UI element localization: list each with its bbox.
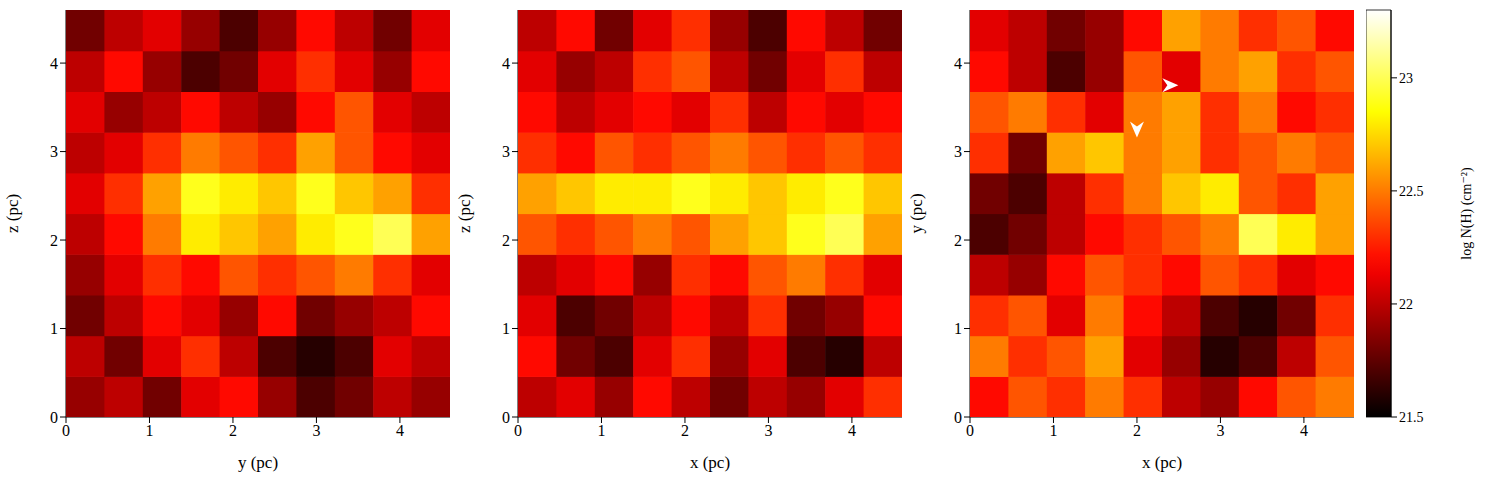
svg-text:1: 1 bbox=[954, 320, 962, 337]
svg-text:1: 1 bbox=[597, 422, 605, 439]
svg-text:0: 0 bbox=[502, 409, 510, 426]
svg-text:log N(H) (cm⁻²): log N(H) (cm⁻²) bbox=[1459, 167, 1475, 260]
svg-text:1: 1 bbox=[50, 320, 58, 337]
svg-text:0: 0 bbox=[966, 422, 974, 439]
svg-text:2: 2 bbox=[681, 422, 689, 439]
svg-text:3: 3 bbox=[312, 422, 320, 439]
svg-text:2: 2 bbox=[954, 232, 962, 249]
svg-text:4: 4 bbox=[848, 422, 856, 439]
svg-text:y (pc): y (pc) bbox=[238, 453, 278, 472]
svg-text:0: 0 bbox=[954, 409, 962, 426]
svg-text:2: 2 bbox=[229, 422, 237, 439]
svg-text:2: 2 bbox=[50, 232, 58, 249]
svg-text:3: 3 bbox=[50, 143, 58, 160]
svg-text:x (pc): x (pc) bbox=[1142, 453, 1182, 472]
svg-text:3: 3 bbox=[764, 422, 772, 439]
svg-text:1: 1 bbox=[145, 422, 153, 439]
svg-text:z (pc): z (pc) bbox=[456, 194, 474, 233]
svg-text:3: 3 bbox=[954, 143, 962, 160]
svg-text:z (pc): z (pc) bbox=[4, 194, 22, 233]
svg-text:3: 3 bbox=[502, 143, 510, 160]
svg-text:0: 0 bbox=[50, 409, 58, 426]
svg-text:0: 0 bbox=[514, 422, 522, 439]
svg-text:23: 23 bbox=[1399, 71, 1413, 86]
svg-text:22: 22 bbox=[1399, 297, 1413, 312]
svg-text:3: 3 bbox=[1216, 422, 1224, 439]
svg-text:x (pc): x (pc) bbox=[690, 453, 730, 472]
svg-text:22.5: 22.5 bbox=[1399, 184, 1424, 199]
svg-text:4: 4 bbox=[396, 422, 404, 439]
svg-text:4: 4 bbox=[502, 55, 510, 72]
svg-text:2: 2 bbox=[1133, 422, 1141, 439]
svg-text:2: 2 bbox=[502, 232, 510, 249]
svg-text:1: 1 bbox=[1049, 422, 1057, 439]
svg-text:4: 4 bbox=[50, 55, 58, 72]
svg-text:4: 4 bbox=[954, 55, 962, 72]
svg-text:y (pc): y (pc) bbox=[908, 193, 926, 233]
svg-text:4: 4 bbox=[1300, 422, 1308, 439]
svg-text:1: 1 bbox=[502, 320, 510, 337]
svg-text:21.5: 21.5 bbox=[1399, 410, 1424, 425]
svg-text:0: 0 bbox=[62, 422, 70, 439]
